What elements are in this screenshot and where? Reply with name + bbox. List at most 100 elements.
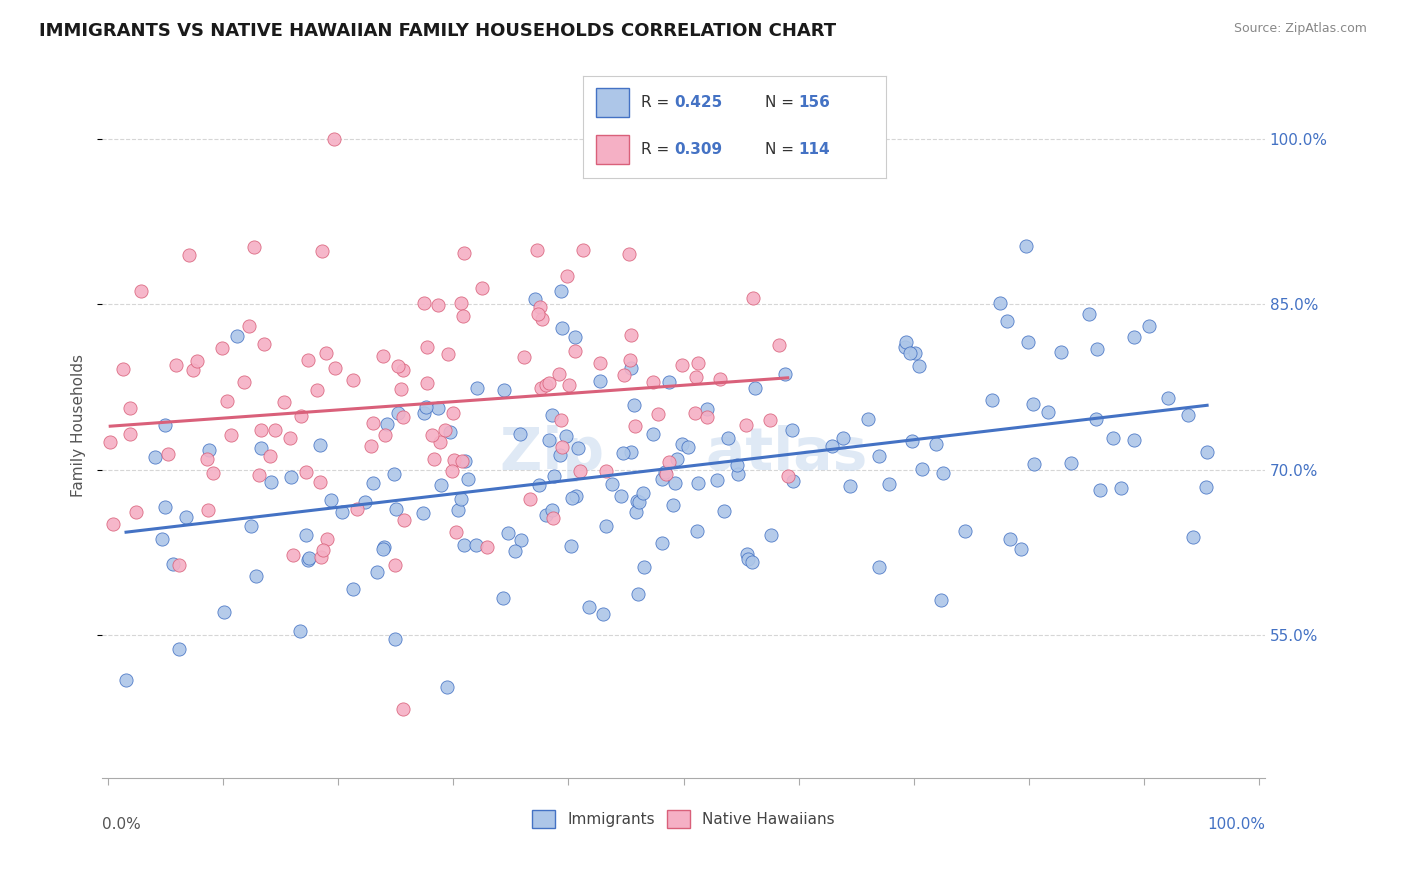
Point xyxy=(434,423,457,437)
Point xyxy=(253,337,276,351)
Point xyxy=(1050,344,1073,359)
Point xyxy=(247,468,270,483)
Point xyxy=(564,344,586,359)
Text: IMMIGRANTS VS NATIVE HAWAIIAN FAMILY HOUSEHOLDS CORRELATION CHART: IMMIGRANTS VS NATIVE HAWAIIAN FAMILY HOU… xyxy=(39,22,837,40)
Point xyxy=(112,361,135,376)
Point xyxy=(780,423,803,437)
Point xyxy=(295,465,318,479)
Point xyxy=(212,605,235,619)
Point xyxy=(671,436,693,450)
Point xyxy=(453,538,475,552)
Point xyxy=(925,437,948,451)
Text: 100.0%: 100.0% xyxy=(1206,817,1265,832)
Point xyxy=(198,442,221,457)
Bar xyxy=(596,136,628,164)
Point xyxy=(558,378,581,392)
Point xyxy=(578,600,600,615)
Point xyxy=(647,407,669,421)
Point xyxy=(503,544,526,558)
Point xyxy=(1015,239,1038,253)
Point xyxy=(911,462,934,476)
Point xyxy=(662,498,685,512)
Point xyxy=(375,417,398,431)
Point xyxy=(162,557,184,571)
Point xyxy=(436,680,458,694)
Point xyxy=(429,477,451,491)
Point xyxy=(600,476,623,491)
Point xyxy=(741,555,763,569)
Point xyxy=(651,472,673,486)
Point xyxy=(742,291,765,305)
Point xyxy=(1137,319,1160,334)
Point xyxy=(363,475,385,490)
Point xyxy=(955,524,977,538)
Point xyxy=(392,702,415,716)
Point xyxy=(696,402,718,417)
Point xyxy=(465,381,488,395)
Text: N =: N = xyxy=(765,142,799,157)
Point xyxy=(457,472,479,486)
Point xyxy=(330,505,353,519)
Point xyxy=(759,413,782,427)
Point xyxy=(297,552,319,566)
Point xyxy=(385,502,408,516)
Text: N =: N = xyxy=(765,95,799,110)
Point xyxy=(744,381,766,395)
Point xyxy=(572,243,595,257)
Point xyxy=(98,435,121,450)
Point xyxy=(633,559,655,574)
Text: 0.425: 0.425 xyxy=(675,95,723,110)
Point xyxy=(620,328,643,343)
Point xyxy=(1022,396,1045,410)
Point xyxy=(631,486,654,500)
Point xyxy=(627,494,650,508)
Point xyxy=(342,582,364,597)
Point xyxy=(1123,433,1146,447)
Point xyxy=(988,295,1011,310)
Point xyxy=(451,309,474,323)
Point xyxy=(1078,307,1101,321)
Point xyxy=(686,524,709,538)
Point xyxy=(696,409,718,424)
Point xyxy=(465,538,488,552)
Point xyxy=(568,464,591,478)
Point xyxy=(443,453,465,467)
Point xyxy=(595,518,617,533)
Point xyxy=(311,244,333,258)
Point xyxy=(821,439,844,453)
Point xyxy=(278,431,301,445)
Point xyxy=(288,624,311,639)
Point xyxy=(551,440,574,454)
Point xyxy=(619,247,641,261)
Point xyxy=(641,375,664,389)
Point xyxy=(534,508,557,522)
Point xyxy=(384,558,406,573)
Point xyxy=(588,356,610,370)
Point xyxy=(550,284,572,298)
Point xyxy=(450,295,472,310)
Point xyxy=(373,540,395,554)
Point xyxy=(125,505,148,519)
Point xyxy=(298,551,321,566)
Point xyxy=(658,376,681,390)
Point xyxy=(120,401,142,415)
Point xyxy=(1088,483,1111,498)
Point xyxy=(678,440,700,454)
Point xyxy=(530,312,553,326)
Point xyxy=(1022,457,1045,471)
Point xyxy=(273,395,295,409)
Point xyxy=(1122,330,1144,344)
Point xyxy=(685,370,707,384)
Point xyxy=(1157,391,1180,405)
Point xyxy=(150,532,173,546)
Point xyxy=(929,593,952,607)
Point xyxy=(221,428,243,442)
Point xyxy=(392,513,415,527)
Point xyxy=(641,426,664,441)
Point xyxy=(665,452,688,467)
Point xyxy=(439,425,461,439)
Point xyxy=(186,353,208,368)
Point xyxy=(412,295,434,310)
Point xyxy=(664,475,686,490)
Point xyxy=(437,347,460,361)
